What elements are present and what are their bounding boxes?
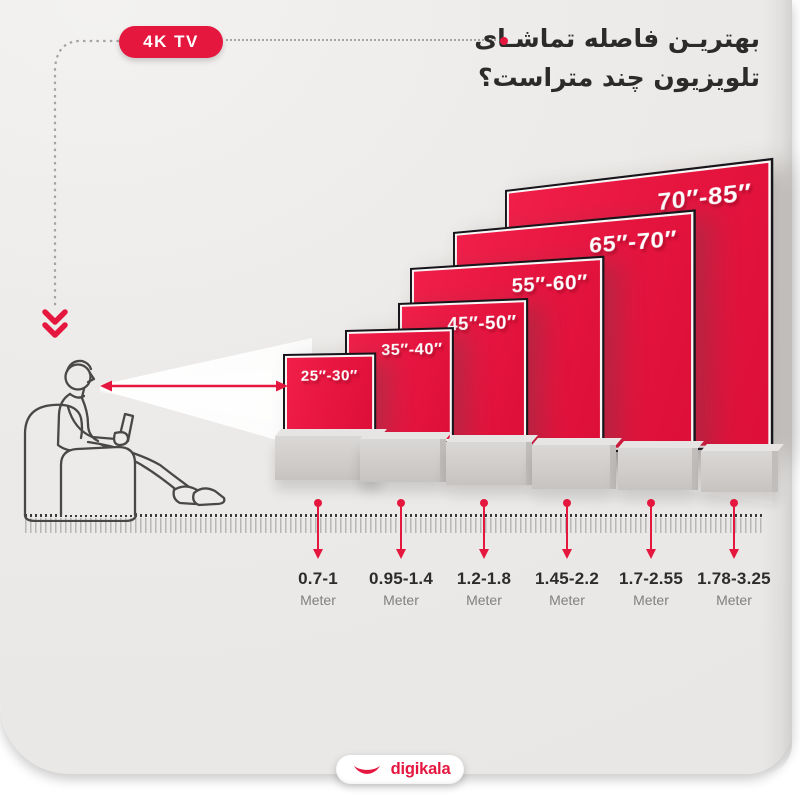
distance-unit: Meter (300, 592, 336, 608)
dotted-connector-right (226, 39, 496, 41)
distance-unit: Meter (383, 592, 419, 608)
distance-unit: Meter (633, 592, 669, 608)
distance-marker (729, 499, 739, 561)
distance-value: 0.7-1 (298, 569, 338, 588)
tv-pedestal (618, 448, 698, 490)
dotted-path (53, 39, 119, 306)
distance-label: 1.45-2.2 Meter (517, 569, 617, 608)
badge-label: 4K TV (143, 32, 199, 51)
chevron-down-icon (42, 309, 68, 325)
chevron-down-icon (42, 322, 68, 338)
tv-pedestal (446, 442, 532, 485)
tv-pedestal (701, 451, 778, 492)
armchair-base (23, 512, 138, 522)
distance-label: 1.2-1.8 Meter (434, 569, 534, 608)
tv-screen: 25″-30″ (284, 354, 375, 434)
tv-size-label: 25″-30″ (300, 366, 358, 385)
tv-pedestal (532, 445, 616, 489)
page-title: بهتریـن فاصله تماشـای تلویزیون چند متراس… (474, 20, 760, 98)
viewer-head (64, 363, 92, 391)
distance-marker (479, 499, 489, 561)
digikala-logo: digikala (336, 755, 464, 784)
viewer-face-profile (86, 371, 96, 384)
digikala-wordmark: digikala (390, 760, 451, 778)
tv-size-label: 55″-60″ (511, 271, 588, 298)
distance-value: 1.45-2.2 (535, 569, 599, 588)
distance-value: 0.95-1.4 (369, 569, 433, 588)
distance-label: 1.7-2.55 Meter (601, 569, 701, 608)
connector-end-dot (500, 37, 508, 45)
distance-value: 1.78-3.25 (697, 569, 771, 588)
distance-arrow (100, 380, 288, 392)
distance-marker (396, 499, 406, 561)
title-line-1: بهتریـن فاصله تماشـای (474, 24, 760, 53)
tv-25-30: 25″-30″ (283, 352, 377, 436)
tv-size-label: 45″-50″ (447, 311, 517, 335)
distance-marker (313, 499, 323, 561)
armchair-back (23, 403, 84, 517)
viewer-arm (66, 405, 118, 441)
viewer-neck (80, 387, 86, 399)
paper-background: 4K TV بهتریـن فاصله تماشـای تلویزیون چند… (0, 0, 792, 774)
4k-tv-badge: 4K TV (119, 26, 223, 58)
viewer-hair (65, 359, 93, 373)
title-line-2: تلویزیون چند متراست؟ (477, 62, 760, 92)
digikala-smile-icon (353, 765, 380, 774)
viewer-leg (86, 440, 202, 497)
viewer-in-armchair-illustration (23, 359, 226, 522)
distance-unit: Meter (466, 592, 502, 608)
marker-stem (482, 506, 486, 550)
viewer-foot (192, 487, 226, 507)
tv-pedestal (360, 439, 446, 482)
marker-stem (732, 506, 736, 550)
distance-unit: Meter (549, 592, 585, 608)
distance-marker (646, 499, 656, 561)
floor-ruler (25, 514, 765, 533)
armchair-armrest (59, 445, 137, 517)
distance-label: 0.7-1 Meter (268, 569, 368, 608)
marker-stem (649, 506, 653, 550)
arrow-right-head (276, 380, 288, 392)
distance-value: 1.7-2.55 (619, 569, 683, 588)
arrow-left-head (100, 380, 112, 392)
distance-marker (562, 499, 572, 561)
tv-size-label: 65″-70″ (589, 226, 677, 259)
viewer-chest (80, 396, 100, 443)
marker-stem (565, 506, 569, 550)
distance-label: 0.95-1.4 Meter (351, 569, 451, 608)
dotted-connector-left (42, 39, 119, 338)
marker-stem (399, 506, 403, 550)
viewer-hand (112, 431, 130, 447)
tv-size-label: 35″-40″ (381, 340, 443, 360)
distance-value: 1.2-1.8 (456, 569, 512, 588)
distance-label: 1.78-3.25 Meter (684, 569, 784, 608)
marker-stem (316, 506, 320, 550)
distance-unit: Meter (716, 592, 752, 608)
